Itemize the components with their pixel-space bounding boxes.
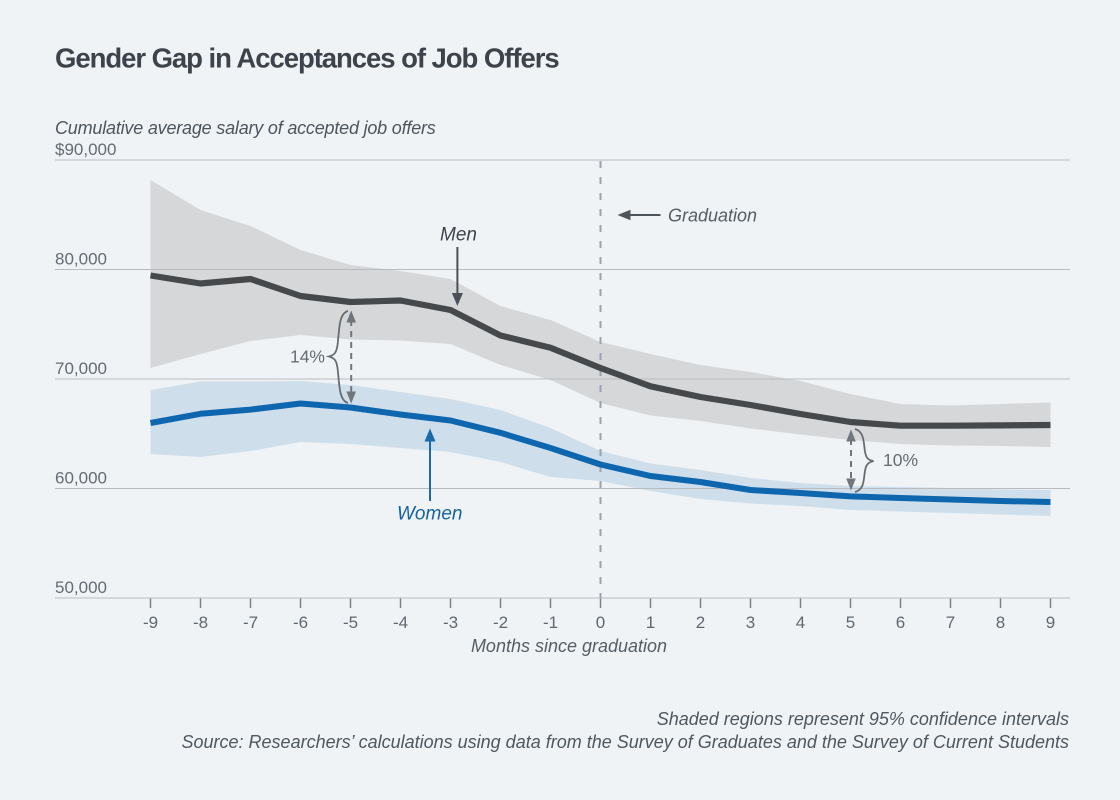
svg-text:9: 9 [1046, 613, 1055, 632]
svg-text:80,000: 80,000 [55, 250, 107, 269]
svg-text:-6: -6 [293, 613, 308, 632]
svg-text:5: 5 [846, 613, 855, 632]
svg-text:-1: -1 [543, 613, 558, 632]
svg-text:-2: -2 [493, 613, 508, 632]
svg-text:8: 8 [996, 613, 1005, 632]
svg-text:7: 7 [946, 613, 955, 632]
svg-text:10%: 10% [883, 450, 918, 470]
svg-text:2: 2 [696, 613, 705, 632]
svg-text:-5: -5 [343, 613, 358, 632]
svg-text:6: 6 [896, 613, 905, 632]
svg-text:60,000: 60,000 [55, 469, 107, 488]
svg-text:Gender Gap in Acceptances of J: Gender Gap in Acceptances of Job Offers [55, 43, 559, 74]
svg-text:1: 1 [646, 613, 655, 632]
svg-text:Months since graduation: Months since graduation [471, 636, 667, 656]
svg-text:70,000: 70,000 [55, 359, 107, 378]
svg-text:Graduation: Graduation [668, 206, 757, 226]
svg-text:Men: Men [440, 225, 477, 246]
svg-text:$90,000: $90,000 [55, 140, 116, 159]
svg-text:3: 3 [746, 613, 755, 632]
svg-text:14%: 14% [290, 347, 325, 367]
svg-text:Cumulative average salary of a: Cumulative average salary of accepted jo… [55, 118, 436, 138]
svg-text:-7: -7 [243, 613, 258, 632]
svg-text:Women: Women [397, 504, 462, 525]
svg-text:-9: -9 [143, 613, 158, 632]
svg-text:4: 4 [796, 613, 805, 632]
svg-text:50,000: 50,000 [55, 578, 107, 597]
svg-text:-8: -8 [193, 613, 208, 632]
svg-text:0: 0 [596, 613, 605, 632]
svg-text:-4: -4 [393, 613, 408, 632]
svg-text:Source: Researchers’ calculati: Source: Researchers’ calculations using … [182, 732, 1069, 752]
svg-text:-3: -3 [443, 613, 458, 632]
svg-text:Shaded regions represent 95% c: Shaded regions represent 95% confidence … [657, 709, 1069, 729]
